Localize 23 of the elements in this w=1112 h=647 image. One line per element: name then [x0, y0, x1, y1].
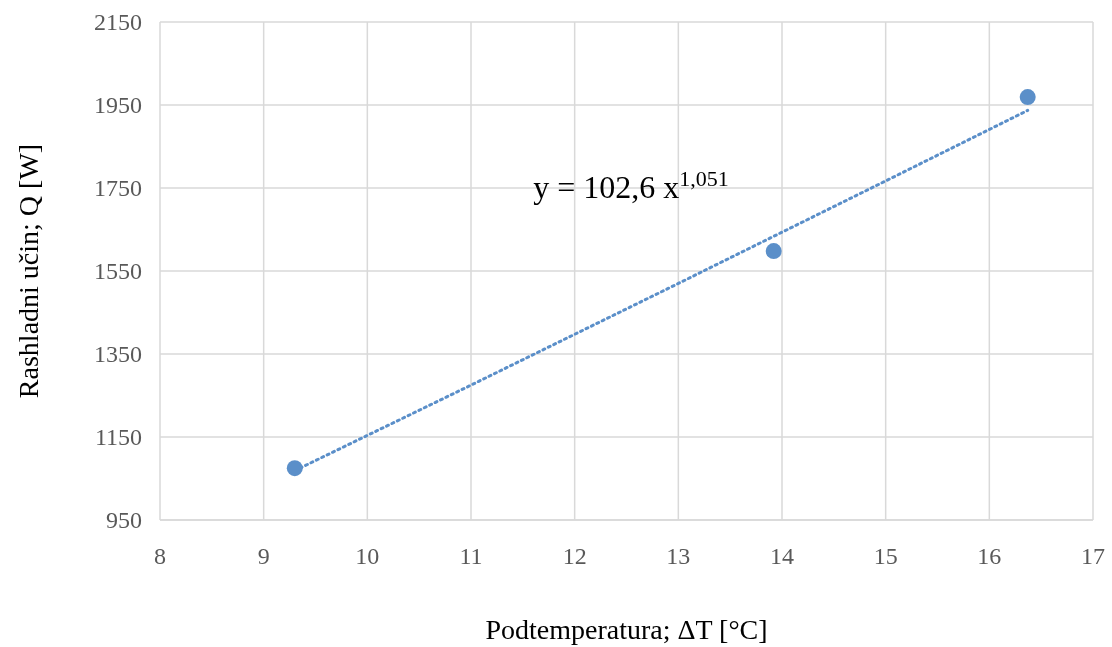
annotation: y = 102,6 x$^{1,051}$	[533, 165, 729, 205]
x-tick-label: 10	[355, 543, 380, 569]
x-tick-label: 9	[257, 543, 270, 569]
y-tick-label: 1150	[94, 424, 142, 450]
x-tick-label: 8	[154, 543, 166, 569]
y-tick-label: 1550	[94, 258, 142, 284]
x-tick-label: 12	[562, 543, 587, 569]
x-tick-label: 14	[770, 543, 794, 569]
x-tick-label: 16	[977, 543, 1002, 569]
x-tick-label: 13	[666, 543, 691, 569]
y-axis-title: Rashladni učin; Q [W]	[13, 143, 44, 399]
y-tick-label: 1950	[94, 92, 142, 118]
x-tick-label: 11	[459, 543, 483, 569]
x-tick-label: 15	[873, 543, 898, 569]
point	[286, 460, 303, 477]
y-tick-label: 950	[106, 507, 142, 533]
x-axis-title: Podtemperatura; ΔT [°C]	[485, 614, 768, 645]
y-tick-label: 1750	[94, 175, 142, 201]
point	[1019, 89, 1036, 106]
x-tick-label: 17	[1081, 543, 1105, 569]
y-tick-label: 2150	[94, 9, 142, 35]
point	[765, 243, 782, 260]
y-tick-label: 1350	[94, 341, 142, 367]
